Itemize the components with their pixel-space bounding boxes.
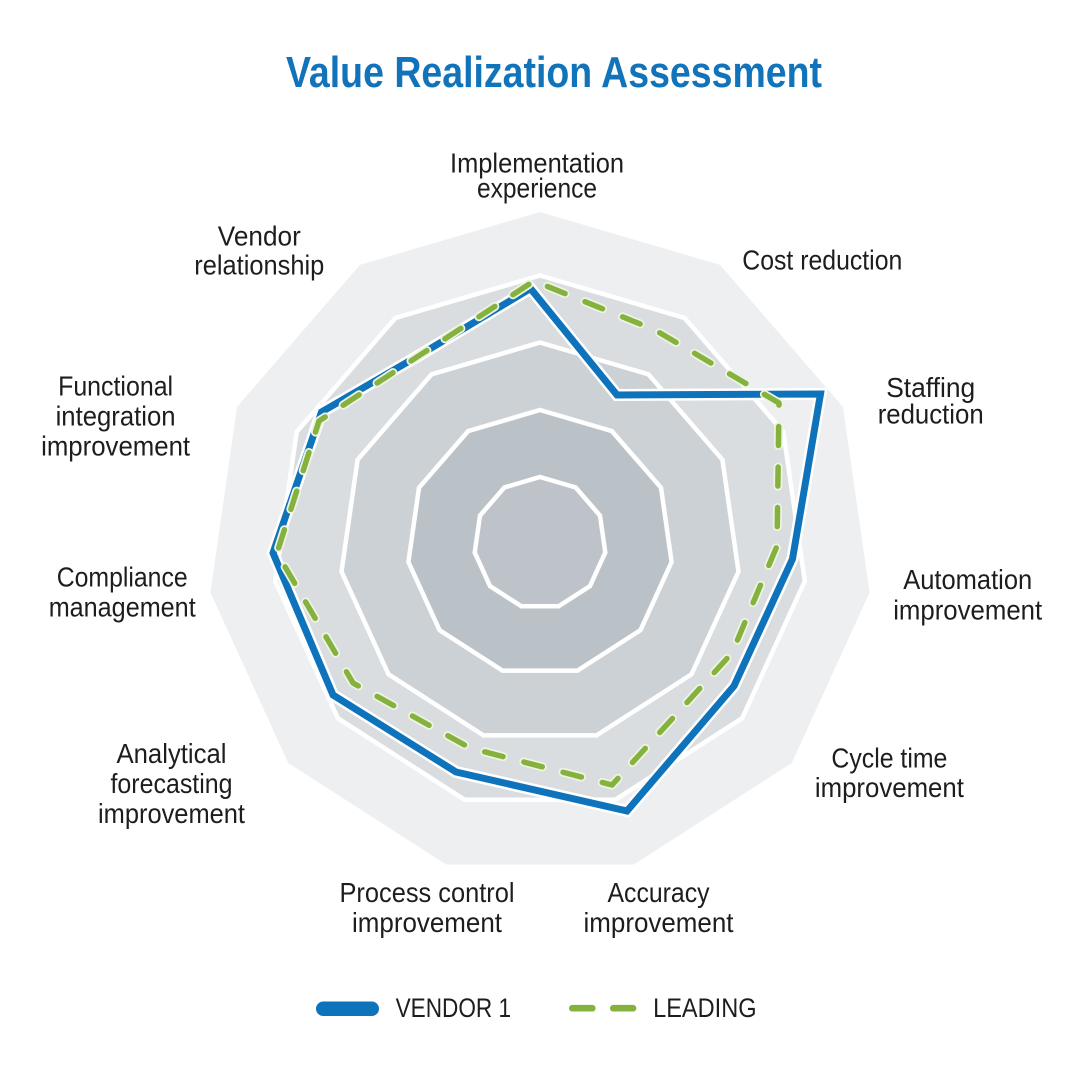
svg-text:Cost reduction: Cost reduction	[742, 245, 902, 276]
svg-text:Accuracy: Accuracy	[608, 877, 710, 908]
svg-text:improvement: improvement	[815, 772, 964, 803]
svg-text:improvement: improvement	[98, 798, 245, 829]
svg-text:integration: integration	[56, 401, 176, 432]
svg-text:Value Realization Assessment: Value Realization Assessment	[286, 48, 822, 97]
svg-text:LEADING: LEADING	[653, 993, 757, 1023]
svg-text:Functional: Functional	[58, 371, 173, 402]
svg-text:Vendor: Vendor	[218, 221, 301, 252]
svg-text:Implementation: Implementation	[450, 147, 624, 178]
svg-text:improvement: improvement	[41, 431, 190, 462]
svg-text:improvement: improvement	[893, 595, 1042, 626]
svg-text:forecasting: forecasting	[111, 768, 233, 799]
svg-text:management: management	[49, 592, 196, 623]
svg-text:Staffing: Staffing	[886, 372, 975, 403]
svg-text:Analytical: Analytical	[117, 738, 227, 769]
svg-text:improvement: improvement	[352, 907, 502, 938]
svg-text:improvement: improvement	[584, 907, 734, 938]
svg-text:Cycle time: Cycle time	[831, 742, 947, 773]
svg-text:relationship: relationship	[194, 250, 324, 281]
svg-text:reduction: reduction	[878, 399, 984, 430]
svg-text:Compliance: Compliance	[57, 562, 188, 593]
svg-text:Automation: Automation	[903, 564, 1032, 595]
svg-text:experience: experience	[477, 173, 597, 204]
svg-text:VENDOR 1: VENDOR 1	[396, 993, 512, 1023]
svg-text:Process control: Process control	[340, 877, 515, 908]
